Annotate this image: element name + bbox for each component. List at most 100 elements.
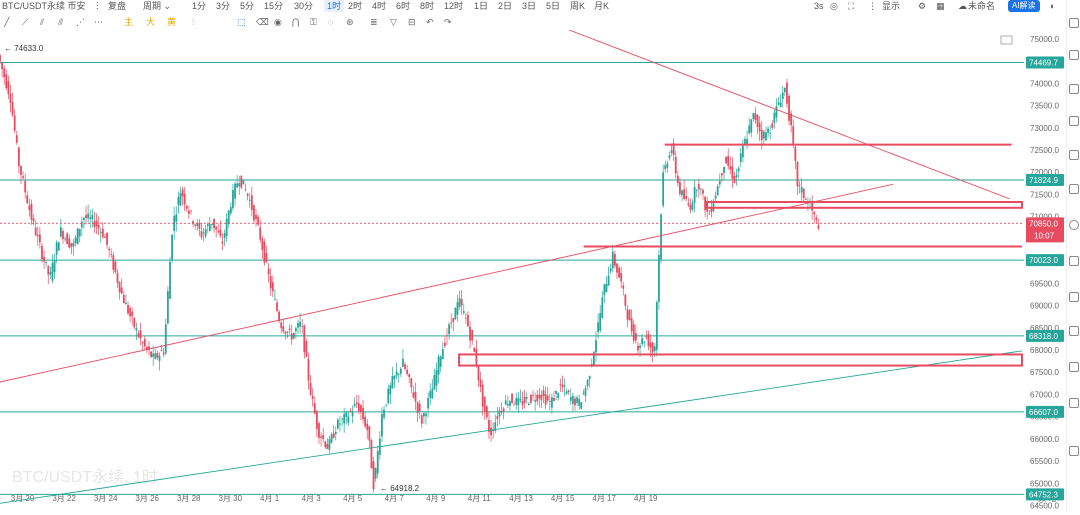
candlestick-chart[interactable]: BTC/USDT永续, 1时75000.074500.074000.073500… bbox=[0, 29, 1065, 511]
candle-body bbox=[569, 397, 572, 401]
candle-body bbox=[603, 284, 606, 296]
redo-icon[interactable]: ↷ bbox=[444, 17, 452, 27]
select-icon[interactable]: ⬚ bbox=[237, 17, 246, 27]
candle-body bbox=[557, 393, 560, 399]
stay-icon[interactable]: ⊛ bbox=[346, 17, 354, 27]
layers-icon[interactable]: ≣ bbox=[370, 17, 378, 27]
symbol-selector[interactable]: BTC/USDT永续 币安 bbox=[2, 0, 86, 12]
candle-body bbox=[395, 371, 398, 376]
timeframe-5[interactable]: 1时 bbox=[324, 0, 345, 12]
candle-body bbox=[687, 203, 690, 206]
candle-body bbox=[515, 397, 518, 405]
candle-body bbox=[366, 423, 369, 431]
line-tool-icon[interactable]: ╱ bbox=[4, 17, 10, 27]
timeframe-0[interactable]: 1分 bbox=[192, 1, 207, 11]
current-price-tag bbox=[1026, 217, 1064, 243]
toggle-icon[interactable]: ◐ bbox=[1050, 1, 1056, 11]
timeframe-7[interactable]: 4时 bbox=[372, 1, 387, 11]
candle-body bbox=[158, 355, 161, 361]
candle-body bbox=[139, 330, 142, 339]
ray-tool-icon[interactable]: ⟋ bbox=[22, 17, 29, 27]
candle-body bbox=[559, 384, 562, 386]
candle-body bbox=[196, 223, 199, 226]
timeframe-8[interactable]: 6时 bbox=[396, 1, 411, 11]
big-tag[interactable]: 大 bbox=[146, 17, 156, 27]
period-dropdown[interactable]: 周期 ⌄ bbox=[143, 1, 172, 11]
cloud-icon[interactable]: ☁ bbox=[958, 1, 967, 11]
calendar-icon[interactable] bbox=[1069, 150, 1079, 160]
parallel-tool-icon[interactable]: ⫻ bbox=[58, 17, 64, 27]
candle-body bbox=[351, 411, 354, 417]
candle-body bbox=[492, 429, 495, 432]
menu-icon[interactable]: ⋮ bbox=[868, 1, 877, 11]
trade-icon[interactable] bbox=[1069, 184, 1079, 194]
alert-icon[interactable] bbox=[1069, 50, 1079, 60]
display-toggle[interactable]: 显示 bbox=[882, 0, 900, 12]
timeframe-16[interactable]: 月K bbox=[594, 1, 610, 11]
main-tag[interactable]: 主 bbox=[124, 17, 134, 27]
yellow-tag[interactable]: 黄 bbox=[167, 17, 177, 27]
camera-icon[interactable]: ◎ bbox=[830, 1, 838, 11]
candle-body bbox=[527, 403, 530, 406]
timeframe-12[interactable]: 2日 bbox=[498, 1, 513, 11]
timeframe-3[interactable]: 15分 bbox=[264, 1, 284, 11]
timeframe-10[interactable]: 12时 bbox=[444, 1, 464, 11]
hide-icon[interactable]: ◌ bbox=[328, 17, 334, 27]
timeframe-15[interactable]: 周K bbox=[570, 1, 586, 11]
visibility-icon[interactable]: ◉ bbox=[274, 17, 282, 27]
candle-body bbox=[307, 359, 310, 381]
object-tree-icon[interactable] bbox=[1069, 256, 1079, 266]
channel-tool-icon[interactable]: ⫽ bbox=[40, 17, 45, 27]
candle-body bbox=[624, 294, 627, 306]
layout-icon[interactable]: ▦ bbox=[936, 1, 945, 11]
candle-body bbox=[381, 414, 383, 437]
workspace-name[interactable]: 未命名 bbox=[968, 1, 996, 11]
y-tick-label: 71000.0 bbox=[1030, 213, 1059, 222]
candle-body bbox=[68, 238, 71, 248]
orderbook-icon[interactable] bbox=[1069, 116, 1079, 126]
timeframe-6[interactable]: 2时 bbox=[348, 1, 363, 11]
candle-body bbox=[485, 406, 488, 418]
chart-area[interactable]: BTC/USDT永续, 1时75000.074500.074000.073500… bbox=[0, 29, 1065, 511]
watchlist-icon[interactable] bbox=[1069, 18, 1079, 28]
candle-body bbox=[628, 309, 631, 321]
news-icon[interactable] bbox=[1069, 84, 1079, 94]
candle-body bbox=[45, 261, 48, 264]
more-tools-icon[interactable]: ⫶ bbox=[192, 17, 195, 27]
eraser-icon[interactable]: ⌫ bbox=[256, 17, 269, 27]
timer-icon[interactable] bbox=[1069, 220, 1079, 230]
layouts-icon[interactable] bbox=[1069, 292, 1079, 302]
timeframe-2[interactable]: 5分 bbox=[240, 1, 255, 11]
ai-analysis-button[interactable]: AI解读 bbox=[1008, 0, 1040, 12]
settings-icon[interactable]: ⚙ bbox=[918, 1, 927, 11]
timeframe-11[interactable]: 1日 bbox=[474, 1, 489, 11]
filter-icon[interactable]: ▽ bbox=[390, 17, 397, 27]
ideas-icon[interactable] bbox=[1069, 362, 1079, 372]
candle-body bbox=[179, 193, 182, 206]
timeframe-14[interactable]: 5日 bbox=[546, 1, 561, 11]
magnet-icon[interactable]: ⋂ bbox=[292, 17, 300, 27]
timeframe-9[interactable]: 8时 bbox=[420, 1, 435, 11]
fullscreen-icon[interactable]: ⛶ bbox=[848, 1, 855, 11]
timeframe-4[interactable]: 30分 bbox=[294, 1, 314, 11]
fib-tool-icon[interactable]: ⋰ bbox=[76, 17, 85, 27]
candle-body bbox=[204, 229, 207, 237]
candle-body bbox=[641, 338, 644, 344]
lock-icon[interactable]: ⚿ bbox=[310, 17, 317, 27]
timeframe-1[interactable]: 3分 bbox=[216, 1, 231, 11]
notifications-icon[interactable] bbox=[1069, 446, 1079, 456]
indicator-icon[interactable]: ⵗ bbox=[96, 1, 99, 11]
display-label: 显示 bbox=[882, 1, 901, 11]
help-icon[interactable] bbox=[1069, 398, 1079, 408]
candle-body bbox=[389, 385, 392, 395]
undo-icon[interactable]: ↶ bbox=[426, 17, 434, 27]
candle-body bbox=[104, 236, 106, 238]
candle-body bbox=[479, 379, 482, 387]
delete-icon[interactable]: ⊟ bbox=[408, 17, 416, 27]
replay-button[interactable]: 复盘 bbox=[108, 0, 126, 12]
timeframe-13[interactable]: 3日 bbox=[522, 1, 537, 11]
pattern-tool-icon[interactable]: ⋯ bbox=[94, 17, 103, 27]
candle-body bbox=[425, 413, 427, 417]
chat-icon[interactable] bbox=[1069, 326, 1079, 336]
y-tick-label: 67500.0 bbox=[1030, 368, 1059, 377]
